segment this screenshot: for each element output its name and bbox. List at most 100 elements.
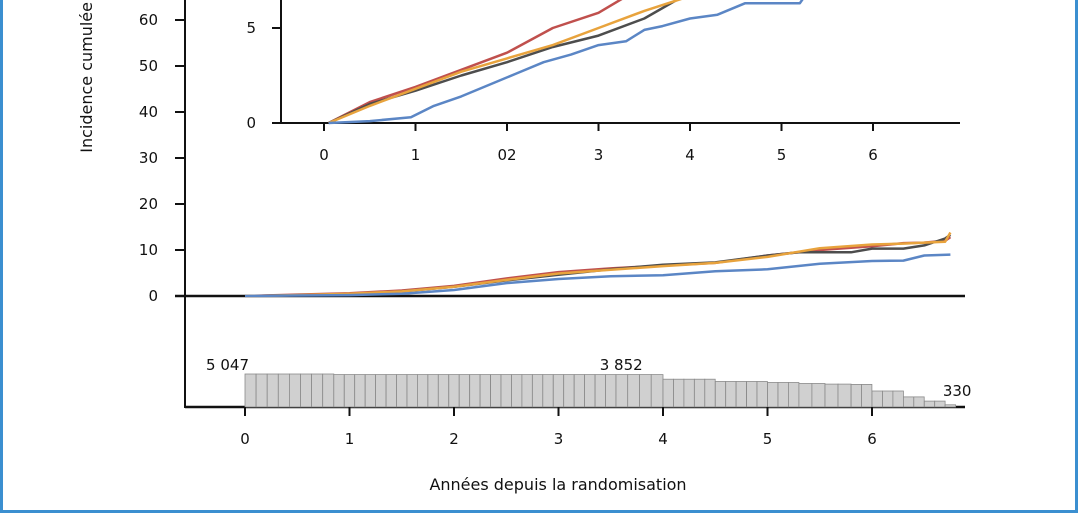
- at-risk-bar: [767, 382, 779, 408]
- at-risk-bar: [406, 374, 418, 408]
- inset-x-tick-label: 4: [685, 146, 695, 164]
- main-y-tick-label: 60: [139, 11, 158, 29]
- at-risk-bar: [416, 374, 429, 408]
- at-risk-bar: [714, 381, 727, 408]
- x-tick-label: 4: [658, 430, 668, 448]
- at-risk-count-label: 3 852: [600, 356, 643, 374]
- at-risk-bar: [322, 373, 335, 408]
- y-axis-label: Incidence cumulée: [77, 2, 96, 153]
- inset-x-tick-label: 6: [868, 146, 878, 164]
- at-risk-bar: [244, 373, 257, 408]
- inset-x-tick-label: 5: [777, 146, 787, 164]
- at-risk-bar: [437, 374, 450, 408]
- at-risk-bar: [500, 374, 512, 408]
- at-risk-bar: [364, 374, 377, 408]
- at-risk-bar: [811, 383, 826, 408]
- at-risk-count-label: 330: [943, 382, 972, 400]
- at-risk-bar: [255, 373, 268, 408]
- at-risk-bar: [396, 374, 408, 408]
- at-risk-bar: [573, 374, 586, 408]
- at-risk-bar: [563, 374, 575, 408]
- at-risk-bar: [615, 374, 629, 408]
- at-risk-bar: [427, 374, 439, 408]
- at-risk-bar: [266, 373, 279, 408]
- main-series-line-1: [244, 233, 952, 298]
- at-risk-bar: [704, 378, 716, 408]
- at-risk-bar: [300, 373, 313, 408]
- at-risk-bar: [532, 374, 544, 408]
- at-risk-bar: [490, 374, 502, 408]
- at-risk-bar: [756, 381, 768, 408]
- at-risk-bar: [673, 378, 685, 408]
- at-risk-bar: [683, 378, 695, 408]
- at-risk-bar: [584, 374, 596, 408]
- at-risk-bar: [934, 400, 946, 408]
- main-y-tick-label: 30: [139, 149, 158, 167]
- at-risk-bar: [944, 404, 956, 408]
- at-risk-bar: [861, 383, 873, 408]
- x-tick-label: 0: [240, 430, 250, 448]
- at-risk-bar: [469, 374, 481, 408]
- at-risk-bar: [448, 374, 460, 408]
- x-axis-label: Années depuis la randomisation: [429, 475, 686, 494]
- inset-series-line-2: [328, 0, 683, 125]
- x-tick-label: 5: [763, 430, 773, 448]
- x-tick-label: 1: [345, 430, 355, 448]
- main-series-line-3: [244, 253, 951, 298]
- at-risk-bar: [662, 378, 674, 408]
- at-risk-bar: [375, 374, 387, 408]
- at-risk-bar: [343, 374, 356, 408]
- main-y-tick-label: 50: [139, 57, 158, 75]
- inset-series-line-3: [328, 0, 804, 125]
- at-risk-bar: [824, 383, 839, 408]
- at-risk-count-label: 5 047: [206, 356, 249, 374]
- x-tick-label: 3: [554, 430, 564, 448]
- inset-y-tick-label: 5: [246, 19, 256, 37]
- at-risk-bar: [735, 381, 747, 408]
- at-risk-bar: [871, 390, 883, 408]
- main-y-tick-label: 20: [139, 195, 158, 213]
- at-risk-bar: [650, 374, 664, 408]
- at-risk-bar: [354, 374, 366, 408]
- at-risk-bar: [458, 374, 471, 408]
- at-risk-bar: [746, 381, 758, 408]
- at-risk-bar: [511, 374, 523, 408]
- at-risk-bar: [913, 396, 925, 408]
- at-risk-bar: [694, 378, 706, 408]
- at-risk-bar: [385, 374, 397, 408]
- at-risk-bar: [788, 382, 800, 408]
- x-tick-label: 2: [449, 430, 459, 448]
- at-risk-bar: [479, 374, 491, 408]
- at-risk-bar: [798, 383, 813, 408]
- at-risk-bar: [923, 400, 936, 408]
- at-risk-bar: [627, 374, 640, 408]
- at-risk-bar: [882, 390, 894, 408]
- inset-x-tick-label: 02: [497, 146, 516, 164]
- at-risk-bar: [903, 396, 915, 408]
- inset-x-tick-label: 0: [319, 146, 329, 164]
- main-y-tick-label: 10: [139, 241, 158, 259]
- at-risk-bar: [892, 390, 904, 408]
- at-risk-bar: [552, 374, 565, 408]
- inset-y-tick-label: 0: [246, 114, 256, 132]
- inset-x-tick-label: 3: [594, 146, 604, 164]
- at-risk-bar: [311, 373, 324, 408]
- at-risk-bar: [521, 374, 533, 408]
- at-risk-bar: [542, 374, 554, 408]
- inset-x-tick-label: 1: [411, 146, 421, 164]
- at-risk-bar: [725, 381, 737, 408]
- main-y-tick-label: 40: [139, 103, 158, 121]
- main-series-line-2: [244, 231, 952, 298]
- at-risk-bar: [639, 374, 652, 408]
- at-risk-bar: [777, 382, 789, 408]
- at-risk-bar: [277, 373, 290, 408]
- at-risk-bar: [333, 374, 345, 408]
- x-tick-label: 6: [867, 430, 877, 448]
- at-risk-bar: [850, 383, 862, 408]
- at-risk-bar: [288, 373, 301, 408]
- at-risk-bar: [837, 383, 852, 408]
- inset-series-line-0: [328, 0, 623, 125]
- at-risk-bar: [605, 374, 617, 408]
- main-y-tick-label: 0: [148, 287, 158, 305]
